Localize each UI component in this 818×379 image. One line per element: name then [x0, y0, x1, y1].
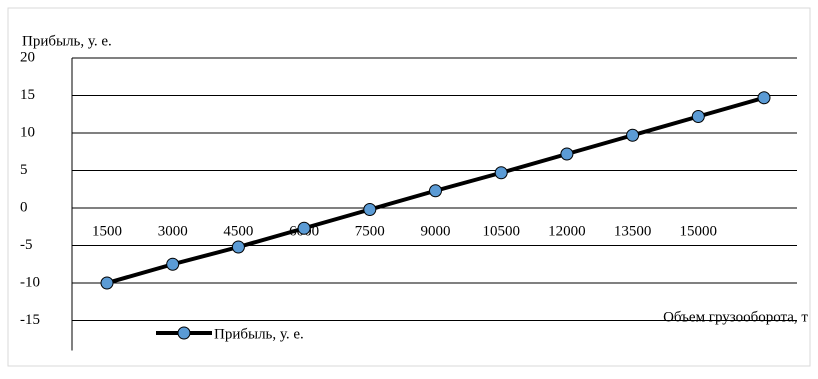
- x-tick-label: 13500: [614, 223, 652, 239]
- x-tick-label: 4500: [223, 223, 253, 239]
- chart-title: Прибыль, у. е.: [22, 33, 112, 49]
- x-tick-label: 7500: [355, 223, 385, 239]
- y-tick-label: 10: [20, 124, 35, 140]
- x-tick-label: 3000: [158, 223, 188, 239]
- x-tick-label: 15000: [680, 223, 718, 239]
- marker: [100, 276, 114, 290]
- x-tick-label: 12000: [548, 223, 586, 239]
- y-tick-label: 20: [20, 49, 35, 65]
- legend-marker: [177, 326, 191, 340]
- legend-label: Прибыль, у. е.: [214, 326, 304, 342]
- y-tick-label: 5: [20, 162, 28, 178]
- marker: [757, 91, 771, 105]
- marker: [363, 203, 377, 216]
- y-tick-label: 0: [20, 199, 28, 215]
- marker: [231, 240, 245, 254]
- y-tick-label: 15: [20, 87, 35, 103]
- x-tick-label: 10500: [482, 223, 520, 239]
- marker: [626, 128, 640, 142]
- marker: [494, 166, 508, 180]
- marker: [691, 110, 705, 123]
- x-axis-title: Объем грузооборота, т: [663, 309, 808, 325]
- marker: [297, 221, 311, 235]
- marker: [166, 257, 180, 271]
- y-tick-label: -15: [20, 312, 40, 328]
- y-tick-label: -10: [20, 274, 40, 290]
- chart-frame: [7, 7, 811, 367]
- x-tick-label: 9000: [421, 223, 451, 239]
- marker: [429, 184, 442, 198]
- x-tick-label: 1500: [92, 223, 122, 239]
- marker: [560, 147, 574, 161]
- y-tick-label: -5: [20, 237, 33, 253]
